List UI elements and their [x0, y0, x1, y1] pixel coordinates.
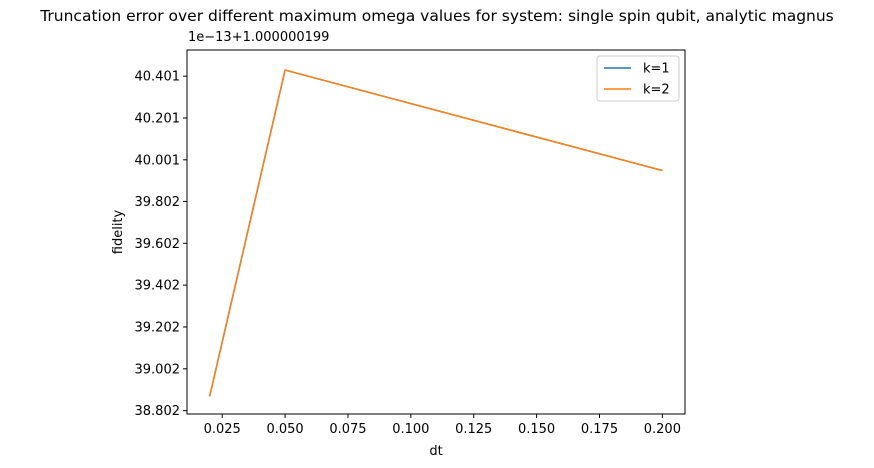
y-tick-label: 39.402	[135, 279, 181, 294]
chart-title: Truncation error over different maximum …	[39, 7, 834, 25]
y-tick-label: 40.401	[135, 70, 181, 85]
legend-label-k1: k=1	[643, 62, 670, 77]
x-tick-label: 0.075	[329, 422, 366, 437]
y-tick-label: 39.802	[135, 195, 181, 210]
x-tick-label: 0.200	[644, 422, 681, 437]
axes-frame	[186, 49, 686, 415]
y-tick-label: 40.001	[135, 153, 181, 168]
y-tick-label: 39.602	[135, 237, 181, 252]
x-tick-label: 0.175	[581, 422, 618, 437]
y-axis: 38.802 39.002 39.202 39.402 39.602 39.802 40.0…	[135, 70, 187, 419]
y-offset-label: 1e−13+1.000000199	[188, 30, 329, 45]
legend-label-k2: k=2	[643, 83, 670, 98]
y-tick-label: 39.202	[135, 320, 181, 335]
y-tick-label: 38.802	[135, 404, 181, 419]
x-tick-label: 0.050	[266, 422, 303, 437]
x-tick-label: 0.025	[204, 422, 241, 437]
x-tick-label: 0.100	[392, 422, 429, 437]
legend: k=1 k=2	[596, 55, 680, 102]
x-axis: 0.025 0.050 0.075 0.100 0.125 0.150 0.175 0.200	[204, 414, 681, 437]
y-tick-label: 40.201	[135, 111, 181, 126]
x-tick-label: 0.150	[518, 422, 555, 437]
y-tick-label: 39.002	[135, 362, 181, 377]
y-axis-label: fidelity	[111, 209, 126, 254]
x-tick-label: 0.125	[455, 422, 492, 437]
series-lines	[208, 69, 663, 397]
x-axis-label: dt	[429, 444, 442, 459]
series-line-k2	[208, 69, 663, 397]
plot-area	[186, 49, 686, 415]
